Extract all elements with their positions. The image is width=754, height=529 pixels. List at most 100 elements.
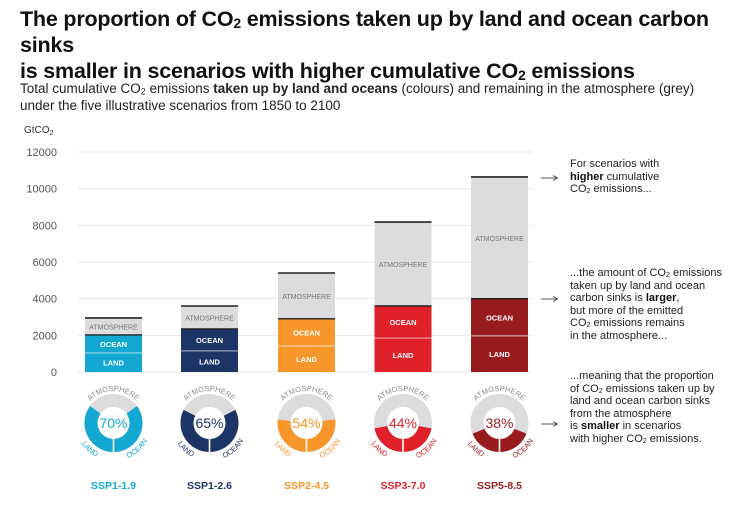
donut-percent-label: 38% [485,415,513,431]
bar-group: LAND OCEAN ATMOSPHERE [471,176,528,372]
annotation-bold: larger [645,292,677,305]
y-axis-label: GtCO2 [24,125,54,137]
donut-sink-arc [180,409,239,452]
category-label: SSP1-2.6 [187,480,232,492]
category-label: SSP2-4.5 [284,480,329,492]
annotation-text: carbon sinks is [570,292,646,305]
annotation-subscript: 2 [586,321,591,330]
annotation-subscript: 2 [666,271,670,280]
bar-label-atmosphere: ATMOSPHERE [89,324,138,331]
annotation-text: of CO [570,382,599,395]
annotation-text: ...the amount of CO [570,267,666,279]
donut-sink-arc [277,419,336,453]
bar-label-atmosphere: ATMOSPHERE [282,294,331,301]
annotation-text: emissions remains [590,317,685,330]
annotation-text: in scenarios [619,420,682,433]
bar-label-atmosphere: ATMOSPHERE [185,315,234,322]
y-tick-label: 8000 [33,220,57,232]
arrow-head [552,175,559,181]
bar-segment-land [471,335,528,372]
bar-segment-atmosphere [85,317,142,335]
chart-title: The proportion of CO2 emissions taken up… [20,6,750,84]
bar-group: LAND OCEAN ATMOSPHERE [374,221,432,372]
annotation-text: taken up by land and ocean [570,279,706,292]
title-subscript: 2 [518,67,526,84]
annotation-text: emissions [669,267,722,279]
bar-label-land: LAND [393,351,414,360]
title-text: is smaller in scenarios with higher cumu… [20,59,519,83]
y-tick-label: 12000 [26,147,57,159]
bar-segment-ocean [374,306,432,339]
annotation-subscript: 2 [586,187,591,196]
annotation-subscript: 2 [642,437,647,446]
y-tick-label: 0 [51,367,57,379]
annotation-arrows [541,175,559,427]
bar-label-land: LAND [103,358,124,367]
bar-group: LAND OCEAN ATMOSPHERE [85,317,142,372]
annotation-text: but more of the emitted [570,304,684,317]
y-tick-label: 6000 [33,257,57,269]
annotation-text: from the atmosphere [570,407,672,420]
subtitle-text: (colours) and remaining in the atmospher… [397,81,695,96]
donut-sink-arc [84,405,143,453]
annotation-bold: higher [570,170,604,183]
category-labels: SSP1-1.9 SSP1-2.6 SSP2-4.5 SSP3-7.0 SSP5-8.5 [91,480,522,492]
y-tick-label: 2000 [33,330,57,342]
bar-segment-ocean [278,318,335,346]
subtitle-bold: taken up by land and oceans [213,81,398,96]
title-text: emissions [525,59,635,83]
annotation-text: emissions taken up by [602,382,715,395]
annotation-bold: smaller [581,420,620,433]
annotation-1: For scenarios with higher cumulative CO2… [570,158,750,196]
title-text: emissions taken up by land and ocean car… [20,7,709,57]
annotation-subscript: 2 [598,386,603,395]
donut-sink-arc [374,425,432,452]
bar-segment-land [374,338,432,372]
bar-label-ocean: OCEAN [293,328,320,337]
chart-subtitle: Total cumulative CO2 emissions taken up … [20,80,750,114]
bar-label-land: LAND [296,355,317,364]
annotation-text: CO [570,183,587,196]
annotation-text: is [570,420,581,433]
bar-segment-land [85,352,142,372]
bar-label-atmosphere: ATMOSPHERE [379,262,428,269]
annotation-text: with higher CO [570,432,643,445]
subtitle-subscript: 2 [140,86,146,97]
bars: LANDOCEANATMOSPHERELANDOCEANATMOSPHERELA… [85,176,528,372]
title-text: The proportion of CO [20,7,234,31]
category-label: SSP5-8.5 [477,480,522,492]
annotation-text: in the atmosphere... [570,329,668,342]
title-subscript: 2 [233,15,241,32]
bar-label-ocean: OCEAN [389,318,416,327]
annotation-text: emissions. [646,432,702,445]
arrow-icon [541,296,559,302]
bar-segment-ocean [471,298,528,336]
bar-segment-land [181,350,238,372]
annotation-2: ...the amount of CO2 emissions taken up … [570,267,750,343]
bar-segment-atmosphere [471,176,528,299]
bar-segment-land [278,345,335,372]
bar-segment-atmosphere [181,306,238,329]
bar-label-land: LAND [199,357,220,366]
annotation-text: CO [570,317,587,330]
bar-segment-ocean [85,334,142,353]
donut-percent-label: 70% [99,415,127,431]
subtitle-text: under the five illustrative scenarios fr… [20,98,341,113]
bar-label-atmosphere: ATMOSPHERE [475,236,524,243]
bar-label-ocean: OCEAN [486,313,513,322]
category-label: SSP3-7.0 [381,480,426,492]
y-tick-label: 10000 [26,184,57,196]
annotation-text: cumulative [603,170,660,183]
annotation-3: ...meaning that the proportion of CO2 em… [570,370,750,446]
bar-label-ocean: OCEAN [196,336,223,345]
bar-segment-atmosphere [278,273,335,319]
category-label: SSP1-1.9 [91,480,136,492]
bar-label-ocean: OCEAN [100,340,127,349]
